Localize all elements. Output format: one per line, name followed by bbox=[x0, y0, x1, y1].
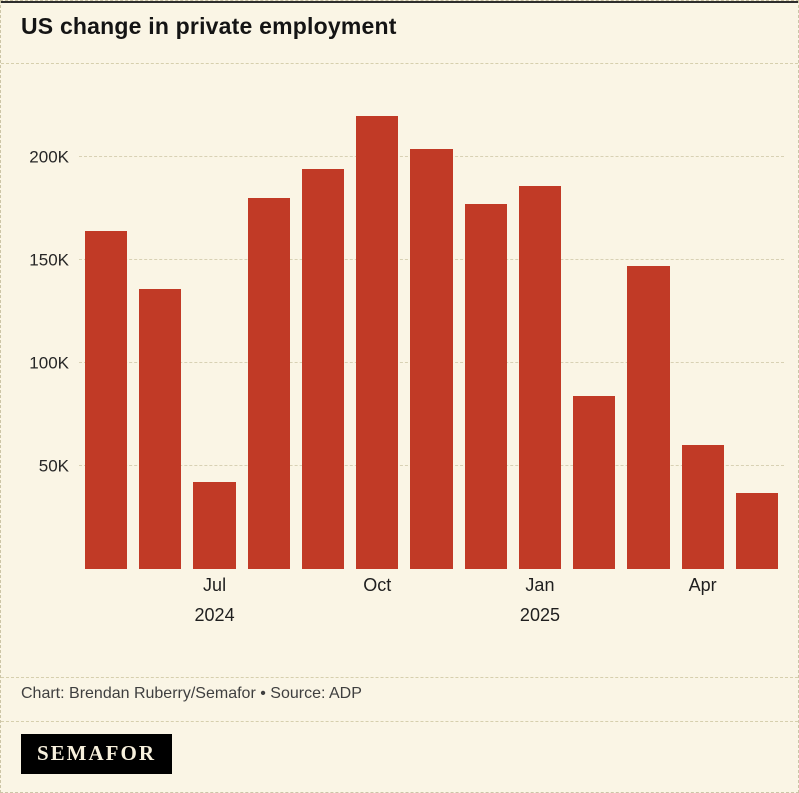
credit-line: Chart: Brendan Ruberry/Semafor • Source:… bbox=[21, 685, 362, 702]
logo-divider bbox=[1, 721, 798, 722]
bar-chart: 50K 100K 150K 200K Jul 2024 Oct Jan 2025 Apr bbox=[15, 89, 784, 637]
bar-aug-2024[interactable] bbox=[247, 198, 290, 569]
x-axis-labels: Jul 2024 Oct Jan 2025 Apr bbox=[79, 575, 784, 635]
bar-jan-2025[interactable] bbox=[518, 185, 562, 569]
y-axis-labels: 50K 100K 150K 200K bbox=[15, 89, 73, 569]
y-tick-label-200k: 200K bbox=[29, 147, 69, 167]
y-tick-label-100k: 100K bbox=[29, 353, 69, 373]
y-tick-label-50k: 50K bbox=[38, 456, 69, 476]
credit-divider bbox=[1, 677, 798, 678]
plot-area bbox=[79, 89, 784, 569]
bar-dec-2024[interactable] bbox=[464, 204, 507, 569]
bar-feb-2025[interactable] bbox=[573, 395, 616, 569]
bar-nov-2024[interactable] bbox=[410, 148, 453, 569]
bar-may-2025[interactable] bbox=[735, 492, 779, 569]
semafor-logo[interactable]: SEMAFOR bbox=[21, 734, 172, 774]
bar-mar-2025[interactable] bbox=[627, 266, 670, 569]
x-tick-month-label: Jul bbox=[203, 575, 227, 595]
chart-title: US change in private employment bbox=[21, 13, 397, 39]
x-tick-oct: Oct bbox=[363, 575, 391, 597]
bar-jul-2024[interactable] bbox=[193, 482, 236, 569]
bar-sep-2024[interactable] bbox=[301, 169, 345, 569]
bar-apr-2025[interactable] bbox=[681, 445, 724, 569]
x-tick-month-label: Oct bbox=[363, 575, 392, 595]
title-divider bbox=[1, 63, 798, 64]
x-tick-year-label: 2025 bbox=[519, 604, 560, 625]
x-tick-month-label: Jan bbox=[525, 575, 555, 595]
x-tick-jan: Jan 2025 bbox=[520, 575, 560, 626]
top-border bbox=[1, 1, 798, 3]
bar-oct-2024[interactable] bbox=[356, 115, 399, 569]
x-tick-apr: Apr bbox=[689, 575, 717, 597]
x-tick-jul: Jul 2024 bbox=[195, 575, 235, 626]
x-tick-month-label: Apr bbox=[688, 575, 717, 595]
bar-jun-2024[interactable] bbox=[139, 288, 182, 569]
y-tick-label-150k: 150K bbox=[29, 250, 69, 270]
bar-may-2024[interactable] bbox=[84, 231, 128, 569]
x-tick-year-label: 2024 bbox=[194, 604, 235, 625]
